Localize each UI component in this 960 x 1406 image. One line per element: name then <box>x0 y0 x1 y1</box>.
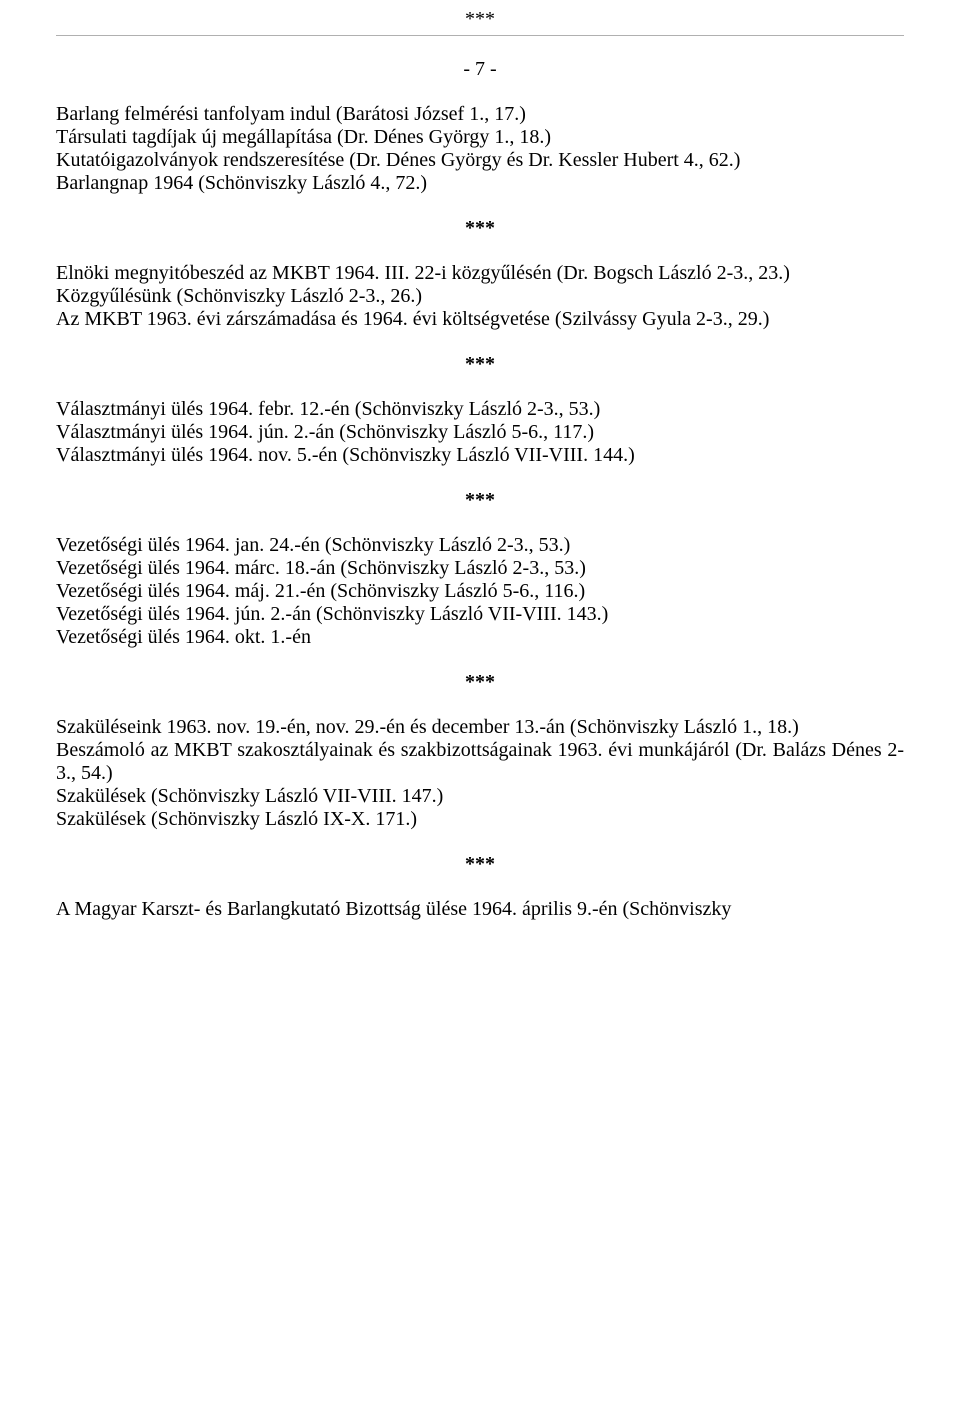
horizontal-rule <box>56 35 904 36</box>
text-line: Vezetőségi ülés 1964. máj. 21.-én (Schön… <box>56 580 904 603</box>
text-line: Vezetőségi ülés 1964. jan. 24.-én (Schön… <box>56 534 904 557</box>
section-separator: *** <box>56 217 904 240</box>
page-number: - 7 - <box>56 58 904 81</box>
section-separator: *** <box>56 853 904 876</box>
text-line: Vezetőségi ülés 1964. márc. 18.-án (Schö… <box>56 557 904 580</box>
text-line: Kutatóigazolványok rendszeresítése (Dr. … <box>56 149 904 172</box>
text-line: Szaküléseink 1963. nov. 19.-én, nov. 29.… <box>56 716 904 739</box>
section-2: Elnöki megnyitóbeszéd az MKBT 1964. III.… <box>56 262 904 331</box>
text-line: A Magyar Karszt- és Barlangkutató Bizott… <box>56 898 904 921</box>
text-line: Szakülések (Schönviszky László VII-VIII.… <box>56 785 904 808</box>
text-line: Választmányi ülés 1964. nov. 5.-én (Schö… <box>56 444 904 467</box>
top-separator: *** <box>56 8 904 31</box>
text-line: Választmányi ülés 1964. febr. 12.-én (Sc… <box>56 398 904 421</box>
document-page: *** - 7 - Barlang felmérési tanfolyam in… <box>0 0 960 1406</box>
text-line: Szakülések (Schönviszky László IX-X. 171… <box>56 808 904 831</box>
section-4: Vezetőségi ülés 1964. jan. 24.-én (Schön… <box>56 534 904 649</box>
text-line: Közgyűlésünk (Schönviszky László 2-3., 2… <box>56 285 904 308</box>
text-line: Barlangnap 1964 (Schönviszky László 4., … <box>56 172 904 195</box>
text-line: Társulati tagdíjak új megállapítása (Dr.… <box>56 126 904 149</box>
section-separator: *** <box>56 671 904 694</box>
text-line: Az MKBT 1963. évi zárszámadása és 1964. … <box>56 308 904 331</box>
text-line: Beszámoló az MKBT szakosztályainak és sz… <box>56 739 904 785</box>
text-line: Barlang felmérési tanfolyam indul (Barát… <box>56 103 904 126</box>
text-line: Választmányi ülés 1964. jún. 2.-án (Schö… <box>56 421 904 444</box>
text-line: Vezetőségi ülés 1964. jún. 2.-án (Schönv… <box>56 603 904 626</box>
section-separator: *** <box>56 353 904 376</box>
section-3: Választmányi ülés 1964. febr. 12.-én (Sc… <box>56 398 904 467</box>
text-line: Elnöki megnyitóbeszéd az MKBT 1964. III.… <box>56 262 904 285</box>
section-5: Szaküléseink 1963. nov. 19.-én, nov. 29.… <box>56 716 904 831</box>
section-1: Barlang felmérési tanfolyam indul (Barát… <box>56 103 904 195</box>
section-6: A Magyar Karszt- és Barlangkutató Bizott… <box>56 898 904 921</box>
text-line: Vezetőségi ülés 1964. okt. 1.-én <box>56 626 904 649</box>
section-separator: *** <box>56 489 904 512</box>
